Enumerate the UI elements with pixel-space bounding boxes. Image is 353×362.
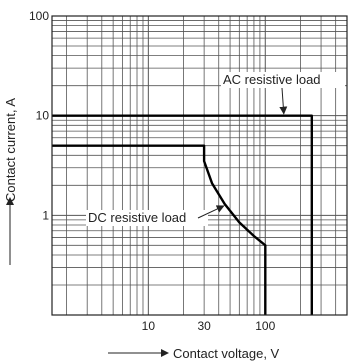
x-tick-label: 10 <box>142 319 156 333</box>
x-tick-label: 30 <box>197 319 211 333</box>
y-axis-label: Contact current, A <box>3 98 18 202</box>
ac-label-background <box>221 72 345 88</box>
series-line-dc <box>52 144 267 315</box>
y-tick-label: 10 <box>36 109 50 123</box>
dc-leader-arrow <box>197 205 225 219</box>
dc-label-background <box>86 210 208 226</box>
x-tick-label: 100 <box>255 319 275 333</box>
annotations: AC resistive load DC resistive load <box>86 72 345 226</box>
ac-leader-arrow <box>279 87 288 115</box>
grid <box>52 16 347 315</box>
plot-frame <box>51 15 348 316</box>
ac-resistive-load-label: AC resistive load <box>223 72 321 87</box>
series-line-ac <box>52 114 313 315</box>
y-tick-label: 1 <box>42 208 49 222</box>
dc-resistive-load-label: DC resistive load <box>88 210 186 225</box>
curves <box>52 114 313 315</box>
tick-labels: 100 10 1 10 30 100 <box>29 9 276 333</box>
x-axis-label: Contact voltage, V <box>173 346 280 361</box>
y-tick-label: 100 <box>29 9 49 23</box>
